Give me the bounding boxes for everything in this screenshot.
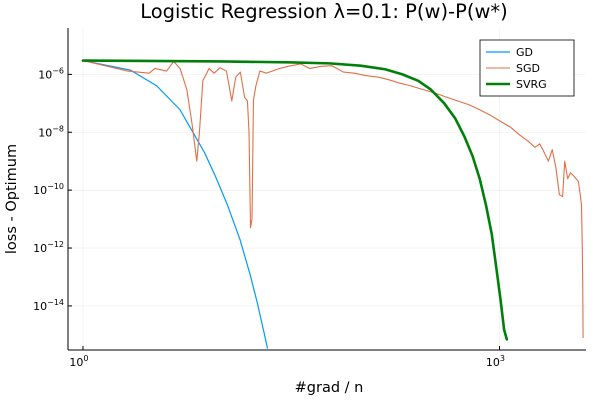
legend-label-svrg: SVRG [516, 78, 547, 91]
data-series [81, 59, 584, 349]
x-tick-label-0: 100 [69, 354, 88, 369]
y-tick-label-2: 10−10 [33, 182, 64, 197]
tick-labels: 100 103 10−6 10−8 10−10 10−12 10−14 [33, 66, 505, 369]
y-tick-label-3: 10−12 [33, 240, 64, 255]
y-tick-label-1: 10−8 [38, 124, 64, 139]
series-line-sgd [82, 60, 584, 339]
y-tick-label-4: 10−14 [33, 298, 64, 313]
series-line-svrg [81, 59, 509, 341]
legend-label-gd: GD [516, 46, 533, 59]
series-line-gd [82, 59, 268, 349]
x-axis-title: #grad / n [295, 380, 364, 396]
y-tick-label-0: 10−6 [38, 66, 64, 81]
axes-frame [67, 28, 586, 351]
legend-label-sgd: SGD [516, 62, 540, 75]
chart-title: Logistic Regression λ=0.1: P(w)-P(w*) [140, 0, 508, 23]
y-axis-title: loss - Optimum [4, 144, 20, 254]
x-tick-label-1: 103 [486, 354, 505, 369]
legend: GD SGD SVRG [479, 39, 575, 97]
